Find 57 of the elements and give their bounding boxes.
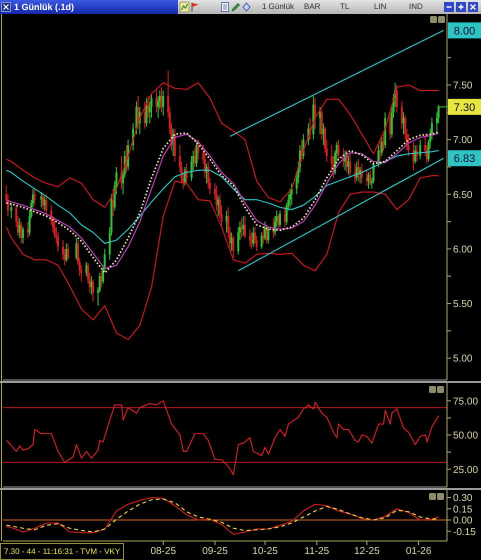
candlestick bbox=[34, 188, 36, 206]
y-tick-label: 75.00 bbox=[453, 396, 478, 408]
candlestick bbox=[240, 218, 243, 238]
chart-title: 1 Günlük (.1d) bbox=[14, 1, 74, 14]
candlestick bbox=[162, 90, 164, 116]
x-tick-label: 10-25 bbox=[252, 546, 278, 558]
line-series bbox=[6, 400, 440, 476]
y-tick-label: 5.00 bbox=[453, 354, 473, 365]
candlestick bbox=[137, 95, 140, 130]
y-tick-label: 7.50 bbox=[453, 80, 473, 92]
candlestick bbox=[349, 152, 352, 178]
x-tick-label: 01-26 bbox=[406, 546, 432, 558]
candlestick bbox=[67, 242, 70, 260]
y-tick-label: 50.00 bbox=[453, 430, 478, 442]
candlestick bbox=[232, 235, 234, 258]
text: 1 Günlük bbox=[262, 1, 294, 13]
candlestick bbox=[226, 210, 228, 234]
text: IND bbox=[409, 1, 423, 13]
candlestick bbox=[217, 196, 220, 217]
candlestick bbox=[369, 170, 372, 186]
candlestick bbox=[230, 232, 233, 252]
candlestick bbox=[267, 226, 270, 244]
x-tick-label: 08-25 bbox=[150, 546, 176, 558]
candlestick bbox=[266, 224, 268, 244]
y-tick-label: 6.50 bbox=[453, 190, 473, 201]
candlestick bbox=[248, 228, 251, 248]
x-tick-label: 12-25 bbox=[354, 546, 380, 558]
y-tick-label: 6.00 bbox=[453, 244, 473, 256]
candlestick bbox=[250, 232, 253, 250]
candlestick bbox=[360, 163, 363, 184]
y-tick-label: 25.00 bbox=[453, 464, 478, 476]
text: TL bbox=[340, 1, 350, 13]
candlestick bbox=[18, 218, 21, 238]
candlestick bbox=[10, 202, 12, 219]
y-tick-label: 0.15 bbox=[453, 504, 473, 516]
y-tick-label: 7.00 bbox=[453, 135, 473, 146]
candlestick bbox=[45, 194, 48, 217]
text: 7.30 - 44 - 11:16:31 - TVM - VKY bbox=[0, 543, 124, 560]
x-tick-label: 11-25 bbox=[304, 546, 330, 558]
annotation: 6.83 bbox=[454, 153, 476, 166]
annotation: 7.30 bbox=[454, 102, 476, 114]
y-tick-label: 0.00 bbox=[453, 516, 473, 527]
annotation: 8.00 bbox=[454, 25, 476, 38]
candlestick bbox=[44, 196, 46, 212]
candlestick bbox=[314, 98, 316, 130]
y-tick-label: -0.15 bbox=[453, 526, 476, 538]
text: BAR bbox=[304, 1, 320, 13]
x-tick-label: 09-25 bbox=[202, 546, 228, 558]
candlestick bbox=[279, 210, 281, 228]
candlestick bbox=[92, 278, 94, 302]
candlestick bbox=[389, 112, 392, 140]
y-tick-label: 0.30 bbox=[453, 493, 473, 504]
candlestick bbox=[174, 128, 176, 162]
candlestick bbox=[396, 84, 398, 113]
text: LIN bbox=[374, 1, 386, 13]
y-tick-label: 5.50 bbox=[453, 299, 473, 310]
candlestick bbox=[379, 139, 382, 160]
